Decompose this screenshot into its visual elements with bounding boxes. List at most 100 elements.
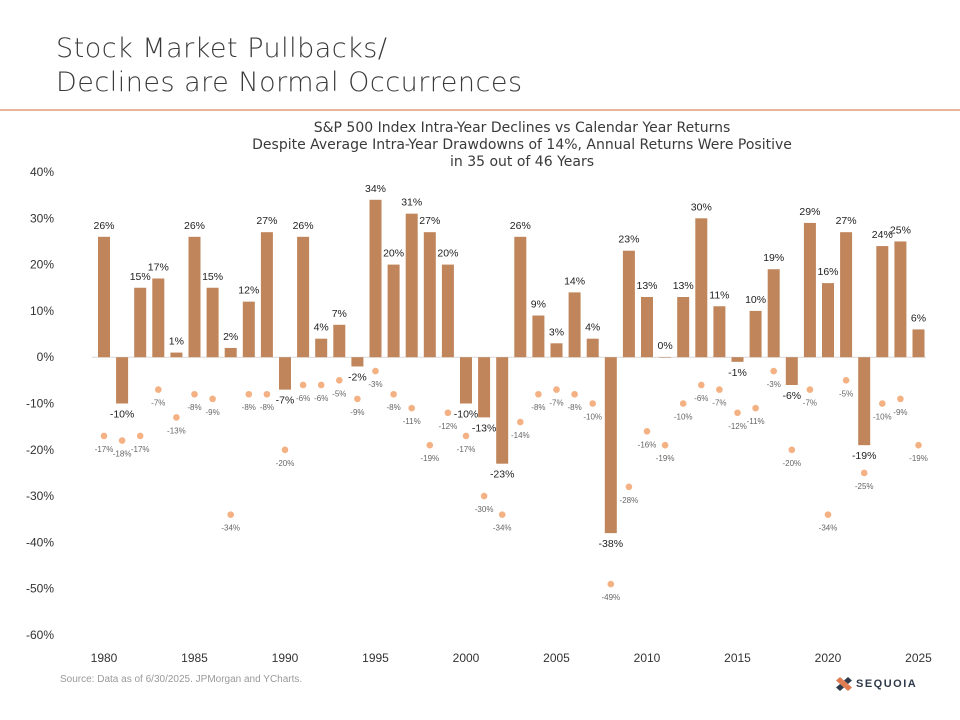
decline-label: -7% (549, 399, 563, 408)
return-label: 19% (763, 252, 784, 264)
decline-point (824, 511, 832, 518)
decline-point (136, 432, 144, 440)
return-label: 9% (531, 299, 546, 311)
decline-label: -3% (368, 380, 382, 389)
return-label: -6% (782, 390, 801, 402)
decline-point (299, 381, 307, 389)
decline-point (444, 409, 452, 417)
decline-point (155, 386, 162, 393)
decline-label: -3% (767, 380, 781, 389)
decline-point (589, 400, 596, 407)
return-label: 25% (890, 224, 911, 236)
return-bar (514, 236, 527, 358)
x-tick-label: 2010 (634, 651, 661, 665)
decline-label: -9% (205, 408, 219, 417)
decline-point (408, 404, 416, 412)
return-label: -2% (348, 371, 367, 383)
return-label: 34% (365, 183, 386, 195)
return-label: -13% (472, 422, 497, 434)
return-label: 4% (314, 322, 329, 334)
y-tick-label: -20% (26, 443, 54, 457)
x-tick-label: 1980 (91, 651, 118, 665)
chart-subtitle-line1: Despite Average Intra-Year Drawdowns of … (252, 137, 792, 153)
x-tick-label: 1985 (181, 651, 208, 665)
return-bar (188, 236, 201, 358)
chart-title-block: S&P 500 Index Intra-Year Declines vs Cal… (112, 120, 932, 171)
decline-point (625, 483, 633, 491)
decline-label: -28% (620, 496, 639, 505)
return-bar (351, 357, 364, 367)
decline-point (806, 386, 814, 393)
x-tick-label: 2015 (724, 651, 751, 665)
return-bar (98, 236, 110, 358)
chart-subtitle-line2: in 35 out of 46 Years (450, 154, 594, 170)
decline-label: -19% (656, 454, 675, 463)
return-bar (423, 232, 436, 358)
y-tick-label: 30% (30, 211, 54, 225)
return-label: 2% (223, 331, 238, 343)
y-tick-label: 10% (30, 304, 54, 318)
return-bar (441, 264, 454, 358)
return-label: 20% (437, 248, 458, 260)
return-bar (116, 357, 129, 404)
return-label: -23% (490, 469, 515, 481)
return-bar (731, 357, 744, 362)
y-tick-label: 0% (37, 350, 55, 364)
return-bar (297, 236, 310, 358)
decline-label: -7% (151, 399, 165, 408)
decline-point (788, 446, 796, 454)
return-label: 29% (799, 206, 820, 218)
decline-point (571, 390, 578, 398)
decline-label: -10% (674, 413, 693, 422)
decline-point (661, 441, 669, 449)
decline-point (462, 432, 470, 440)
return-bar (496, 357, 509, 464)
decline-point (643, 427, 651, 435)
decline-point (860, 469, 868, 477)
decline-point (842, 377, 850, 384)
slide-title-line2: Declines are Normal Occurrences (56, 67, 523, 98)
y-tick-label: -50% (26, 582, 54, 596)
decline-label: -8% (386, 403, 400, 412)
decline-point (679, 400, 687, 407)
decline-point (209, 395, 216, 403)
decline-point (263, 390, 271, 398)
return-label: 24% (872, 229, 893, 241)
return-label: -7% (276, 395, 295, 407)
decline-label: -6% (694, 394, 708, 403)
return-label: 13% (636, 280, 657, 292)
decline-label: -49% (601, 593, 620, 602)
x-tick-label: 1995 (362, 651, 389, 665)
return-bar (803, 222, 816, 358)
return-label: 27% (419, 215, 440, 227)
return-bar (858, 357, 871, 446)
chart-title: S&P 500 Index Intra-Year Declines vs Cal… (313, 120, 731, 136)
decline-label: -20% (782, 459, 801, 468)
decline-label: -9% (893, 408, 907, 417)
decline-point (191, 390, 198, 398)
return-label: 15% (202, 271, 223, 283)
return-bar (568, 292, 581, 358)
return-bar (315, 338, 328, 358)
decline-label: -12% (728, 422, 747, 431)
return-bar (586, 338, 599, 358)
return-label: -10% (454, 409, 479, 421)
return-label: 23% (618, 234, 639, 246)
decline-point (879, 400, 886, 407)
decline-point (426, 441, 434, 449)
y-tick-label: -30% (26, 489, 54, 503)
return-label: -19% (852, 450, 877, 462)
return-bar (622, 250, 635, 358)
x-tick-label: 1990 (272, 651, 299, 665)
return-label: 26% (510, 220, 531, 232)
return-bar (749, 310, 762, 358)
return-bar (224, 347, 237, 358)
return-bar (677, 297, 690, 358)
return-bar (604, 357, 617, 534)
decline-label: -19% (420, 454, 439, 463)
decline-label: -9% (350, 408, 364, 417)
decline-point (770, 367, 777, 375)
return-label: -38% (599, 538, 624, 550)
return-label: 12% (238, 285, 259, 297)
return-label: -1% (728, 367, 747, 379)
